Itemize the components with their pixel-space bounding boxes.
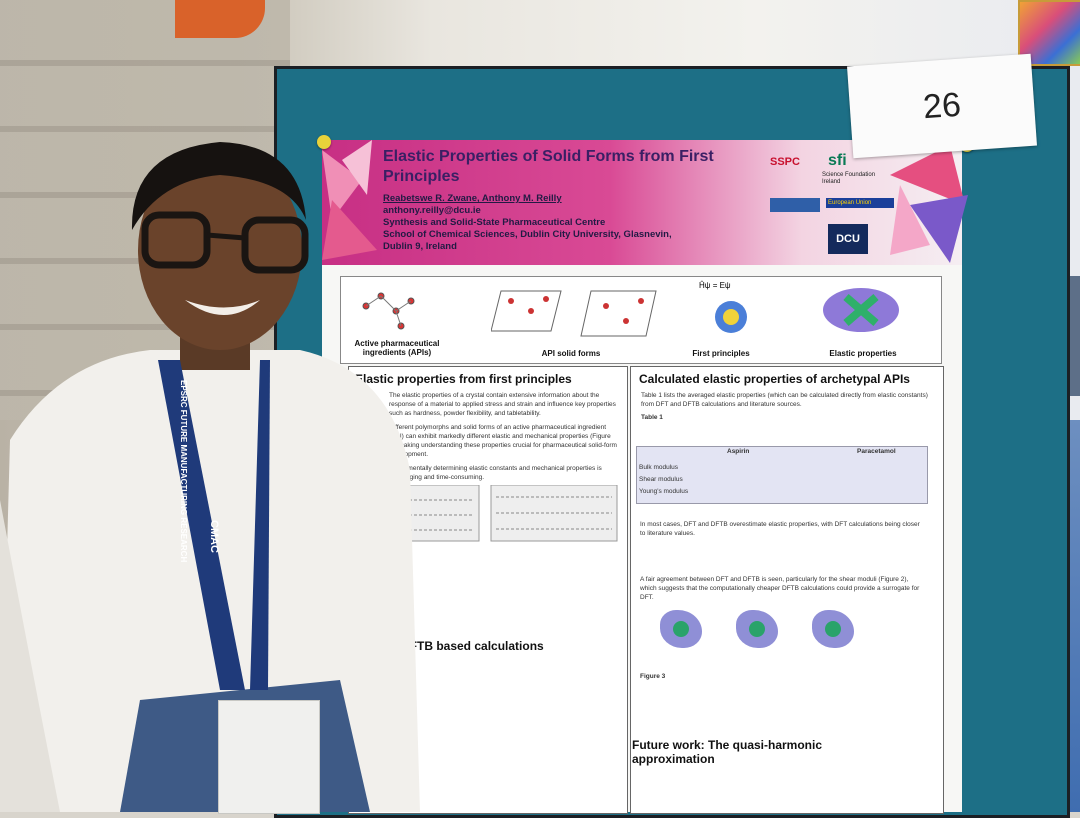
crystal-structure-icon bbox=[491, 290, 657, 337]
results-bullet-2: A fair agreement between DFT and DFTB is… bbox=[640, 576, 920, 601]
sfi-subtitle: Science Foundation Ireland bbox=[822, 172, 876, 185]
section-heading-dftb: DFTB based calculations bbox=[401, 639, 544, 653]
booth-number-card: 26 bbox=[847, 53, 1037, 159]
figure-label-solid-forms: API solid forms bbox=[541, 349, 601, 358]
affiliation-1: Synthesis and Solid-State Pharmaceutical… bbox=[383, 217, 606, 228]
poster-authors: Reabetswe R. Zwane, Anthony M. Reilly an… bbox=[383, 193, 683, 253]
lanyard-text: EPSRC FUTURE MANUFACTURING RESEARCH bbox=[179, 380, 188, 563]
table-group-aspirin: Aspirin bbox=[727, 448, 750, 455]
electron-density-icon bbox=[715, 301, 747, 333]
banner-decoration-left bbox=[322, 140, 377, 260]
shear-plot-b bbox=[736, 610, 778, 648]
table-group-paracetamol: Paracetamol bbox=[857, 448, 896, 455]
banner-decoration-right bbox=[890, 145, 968, 263]
figure-3-caption: Figure 3 bbox=[640, 673, 666, 680]
figure-label-apis: Active pharmaceutical ingredients (APIs) bbox=[354, 339, 440, 357]
schrodinger-equation: Ĥψ = Eψ bbox=[699, 281, 731, 290]
intro-paragraph-3: Experimentally determining elastic const… bbox=[389, 465, 602, 481]
lanyard-logo-text: CMAC bbox=[208, 520, 220, 553]
affiliation-2: School of Chemical Sciences, Dublin City… bbox=[383, 229, 672, 252]
section-heading-elastic: Elastic properties from first principles bbox=[355, 372, 572, 386]
molecule-icon bbox=[362, 292, 415, 330]
intro-paragraph-1: The elastic properties of a crystal cont… bbox=[389, 392, 616, 417]
table-row-youngs: Young's modulus bbox=[639, 488, 689, 495]
author-names: Reabetswe R. Zwane, Anthony M. Reilly bbox=[383, 193, 562, 204]
table-row-bulk: Bulk modulus bbox=[639, 464, 679, 471]
section-heading-future-work: Future work: The quasi-harmonic approxim… bbox=[632, 738, 823, 766]
name-badge bbox=[218, 700, 320, 814]
lanyard-strap bbox=[158, 360, 270, 690]
calculated-intro: Table 1 lists the averaged elastic prope… bbox=[641, 392, 928, 408]
intro-paragraph-2: Different polymorphs and solid forms of … bbox=[389, 424, 617, 458]
overview-figure: Ĥψ = Eψ Active pharmaceutical ingredient… bbox=[340, 276, 942, 364]
eu-logo: European Union bbox=[826, 198, 894, 208]
figure-label-first-principles: First principles bbox=[692, 349, 750, 358]
results-bullet-1: In most cases, DFT and DFTB overestimate… bbox=[640, 521, 920, 537]
table-row-shear: Shear modulus bbox=[639, 476, 683, 483]
right-column: Calculated elastic properties of archety… bbox=[630, 366, 944, 814]
dcu-logo: DCU bbox=[828, 224, 868, 254]
ireland-funding-logo bbox=[770, 198, 820, 212]
orange-object bbox=[175, 0, 265, 38]
shear-plot-c bbox=[812, 610, 854, 648]
author-email: anthony.reilly@dcu.ie bbox=[383, 205, 481, 216]
section-heading-calculated: Calculated elastic properties of archety… bbox=[639, 372, 910, 386]
table-title: Table 1 bbox=[641, 414, 663, 421]
elastic-surface-icon bbox=[823, 288, 899, 332]
sfi-logo: sfi bbox=[828, 152, 847, 169]
elastic-table: Aspirin Paracetamol Bulk modulus Shear m… bbox=[636, 446, 928, 504]
pushpin-left bbox=[317, 135, 331, 149]
shear-modulus-plots bbox=[660, 610, 854, 648]
poster-title: Elastic Properties of Solid Forms from F… bbox=[383, 148, 714, 185]
sponsor-logos: SSPC sfi Science Foundation Ireland Euro… bbox=[770, 150, 894, 260]
shear-plot-a bbox=[660, 610, 702, 648]
sspc-logo: SSPC bbox=[770, 156, 800, 168]
figure-label-elastic-properties: Elastic properties bbox=[829, 349, 897, 358]
